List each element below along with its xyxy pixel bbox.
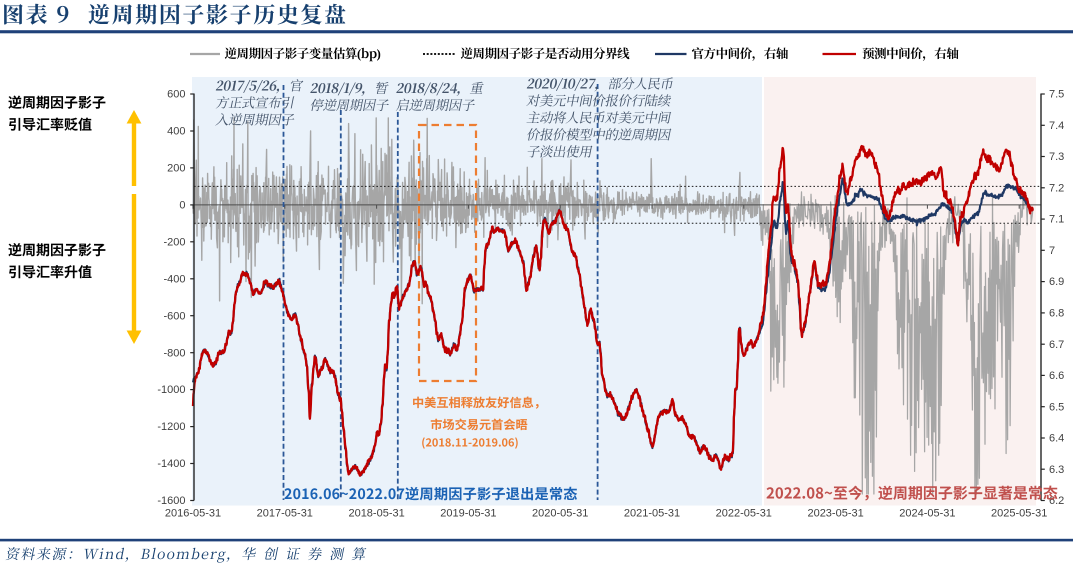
svg-text:7.3: 7.3 — [1049, 151, 1064, 163]
svg-text:停逆周期因子: 停逆周期因子 — [309, 94, 391, 114]
svg-text:7.1: 7.1 — [1049, 214, 1064, 226]
svg-text:2017/5/26，官: 2017/5/26，官 — [214, 75, 305, 95]
svg-text:逆周期因子影子: 逆周期因子影子 — [8, 240, 106, 260]
svg-text:-600: -600 — [163, 310, 185, 322]
svg-text:2020-05-31: 2020-05-31 — [532, 508, 588, 520]
svg-text:中美互相释放友好信息，: 中美互相释放友好信息， — [412, 393, 546, 411]
svg-text:官方中间价，右轴: 官方中间价，右轴 — [692, 44, 789, 62]
svg-text:逆周期因子影子变量估算(bp): 逆周期因子影子变量估算(bp) — [225, 44, 381, 62]
svg-text:2018/1/9，暂: 2018/1/9，暂 — [309, 77, 391, 97]
svg-text:6.4: 6.4 — [1049, 433, 1064, 445]
svg-text:2017-05-31: 2017-05-31 — [257, 508, 313, 520]
svg-text:2018-05-31: 2018-05-31 — [348, 508, 404, 520]
svg-text:-1200: -1200 — [157, 421, 185, 433]
svg-text:资料来源：Wind，Bloomberg，华创证券测算: 资料来源：Wind，Bloomberg，华创证券测算 — [4, 544, 376, 564]
svg-text:价报价模型中的逆周期因: 价报价模型中的逆周期因 — [525, 124, 673, 144]
svg-text:6.5: 6.5 — [1049, 401, 1064, 413]
svg-text:入逆周期因子: 入逆周期因子 — [214, 109, 296, 129]
svg-text:6.6: 6.6 — [1049, 370, 1064, 382]
svg-text:预测中间价，右轴: 预测中间价，右轴 — [862, 44, 959, 62]
svg-text:2018/8/24，重: 2018/8/24，重 — [395, 77, 486, 97]
svg-text:子淡出使用: 子淡出使用 — [525, 141, 594, 161]
svg-text:7.4: 7.4 — [1049, 120, 1064, 132]
svg-text:2023-05-31: 2023-05-31 — [807, 508, 863, 520]
svg-text:引导汇率升值: 引导汇率升值 — [8, 262, 92, 282]
svg-text:-200: -200 — [163, 236, 185, 248]
svg-text:2024-05-31: 2024-05-31 — [899, 508, 955, 520]
svg-text:-1000: -1000 — [157, 384, 185, 396]
svg-text:主动将人民币对美元中间: 主动将人民币对美元中间 — [525, 107, 673, 127]
svg-text:200: 200 — [167, 163, 185, 175]
svg-text:市场交易元首会晤: 市场交易元首会晤 — [430, 415, 528, 433]
svg-text:0: 0 — [179, 200, 185, 212]
svg-text:6.8: 6.8 — [1049, 308, 1064, 320]
svg-text:6.9: 6.9 — [1049, 276, 1064, 288]
svg-text:600: 600 — [167, 89, 185, 101]
svg-text:6.2: 6.2 — [1049, 495, 1064, 507]
svg-text:引导汇率贬值: 引导汇率贬值 — [8, 115, 92, 135]
svg-text:400: 400 — [167, 126, 185, 138]
svg-text:6.7: 6.7 — [1049, 339, 1064, 351]
svg-text:-800: -800 — [163, 347, 185, 359]
svg-text:-1400: -1400 — [157, 458, 185, 470]
svg-text:2025-05-31: 2025-05-31 — [991, 508, 1047, 520]
svg-text:对美元中间价报价行陆续: 对美元中间价报价行陆续 — [525, 90, 674, 110]
svg-text:6.3: 6.3 — [1049, 464, 1064, 476]
svg-text:-400: -400 — [163, 273, 185, 285]
svg-text:2020/10/27，部分人民币: 2020/10/27，部分人民币 — [525, 73, 676, 93]
svg-text:逆周期因子影子: 逆周期因子影子 — [8, 93, 106, 113]
svg-text:启逆周期因子: 启逆周期因子 — [395, 94, 477, 114]
svg-text:2016.06~2022.07逆周期因子影子退出是常态: 2016.06~2022.07逆周期因子影子退出是常态 — [284, 484, 578, 504]
svg-text:(2018.11-2019.06): (2018.11-2019.06) — [421, 435, 518, 451]
svg-text:7.5: 7.5 — [1049, 89, 1064, 101]
svg-text:7: 7 — [1049, 245, 1055, 257]
svg-text:2021-05-31: 2021-05-31 — [624, 508, 680, 520]
svg-text:2019-05-31: 2019-05-31 — [440, 508, 496, 520]
svg-text:7.2: 7.2 — [1049, 182, 1064, 194]
svg-text:逆周期因子影子是否动用分界线: 逆周期因子影子是否动用分界线 — [461, 44, 631, 62]
svg-text:-1600: -1600 — [157, 495, 185, 507]
svg-text:2016-05-31: 2016-05-31 — [165, 508, 221, 520]
svg-text:2022-05-31: 2022-05-31 — [716, 508, 772, 520]
svg-text:2022.08~至今，逆周期因子影子显著是常态: 2022.08~至今，逆周期因子影子显著是常态 — [766, 483, 1058, 504]
svg-text:方正式宣布引: 方正式宣布引 — [214, 92, 296, 112]
